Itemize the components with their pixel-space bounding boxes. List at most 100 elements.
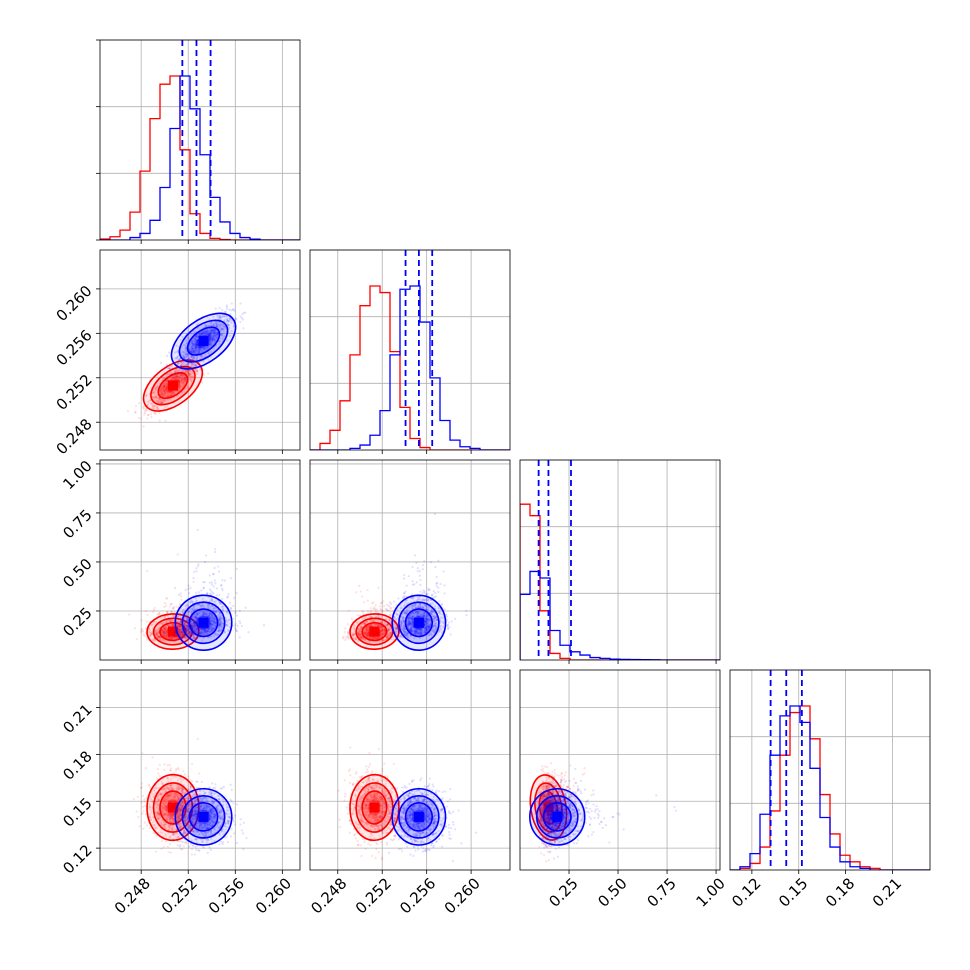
- scatter-point: [186, 628, 189, 631]
- scatter-point: [187, 587, 190, 591]
- scatter-point: [209, 328, 212, 331]
- scatter-point: [182, 382, 185, 385]
- density-peak: [167, 380, 178, 391]
- scatter-point: [176, 374, 179, 378]
- scatter-point: [175, 605, 178, 608]
- scatter-point: [169, 620, 172, 623]
- scatter-point: [166, 624, 170, 627]
- scatter-point: [207, 324, 211, 327]
- scatter-point: [159, 387, 162, 390]
- scatter-point: [196, 333, 199, 337]
- scatter-point: [210, 330, 213, 333]
- scatter-point: [199, 332, 202, 335]
- scatter-point: [161, 398, 164, 401]
- scatter-point: [192, 339, 195, 342]
- scatter-point: [188, 632, 191, 635]
- scatter-point: [193, 343, 196, 346]
- scatter-point: [176, 553, 179, 556]
- scatter-point: [197, 346, 200, 349]
- scatter-point: [236, 624, 239, 627]
- scatter-point: [160, 390, 163, 393]
- scatter-point: [188, 628, 191, 631]
- scatter-point: [228, 317, 231, 320]
- scatter-point: [240, 624, 244, 628]
- scatter-point: [218, 629, 221, 632]
- scatter-point: [147, 413, 150, 417]
- scatter-point: [207, 346, 210, 349]
- scatter-point: [155, 631, 158, 634]
- scatter-point: [215, 323, 218, 326]
- scatter-point: [174, 586, 177, 589]
- scatter-point: [198, 632, 202, 635]
- scatter-point: [209, 628, 213, 631]
- scatter-point: [165, 386, 168, 390]
- scatter-point: [218, 340, 221, 343]
- scatter-point: [204, 631, 207, 635]
- scatter-point: [163, 384, 166, 387]
- scatter-point: [184, 388, 187, 391]
- scatter-point: [194, 345, 197, 349]
- scatter-point: [210, 615, 213, 618]
- scatter-point: [196, 345, 199, 349]
- scatter-point: [165, 383, 168, 386]
- scatter-point: [160, 393, 163, 396]
- scatter-point: [200, 348, 203, 352]
- scatter-point: [208, 623, 211, 626]
- scatter-point: [208, 619, 211, 623]
- scatter-point: [210, 597, 213, 600]
- scatter-point: [180, 627, 183, 630]
- scatter-point: [195, 369, 198, 373]
- scatter-point: [150, 631, 153, 634]
- scatter-point: [226, 319, 229, 322]
- scatter-point: [178, 376, 182, 379]
- scatter-point: [186, 352, 189, 356]
- scatter-point: [164, 386, 167, 389]
- scatter-point: [205, 325, 208, 328]
- scatter-point: [433, 591, 437, 595]
- scatter-point: [219, 628, 222, 631]
- scatter-point: [162, 633, 165, 636]
- scatter-point: [208, 334, 211, 338]
- scatter-point: [198, 349, 201, 353]
- scatter-point: [181, 630, 184, 633]
- scatter-point: [162, 631, 165, 635]
- scatter-point: [190, 619, 193, 622]
- scatter-point: [192, 362, 196, 365]
- scatter-point: [178, 633, 182, 636]
- scatter-point: [171, 619, 174, 622]
- scatter-point: [178, 389, 181, 392]
- scatter-point: [163, 388, 166, 391]
- scatter-point: [178, 628, 182, 631]
- scatter-point: [203, 347, 206, 351]
- scatter-point: [180, 386, 184, 389]
- scatter-point: [213, 338, 216, 341]
- scatter-point: [209, 328, 213, 331]
- scatter-point: [154, 411, 157, 414]
- scatter-point: [215, 332, 218, 336]
- scatter-point: [164, 635, 168, 638]
- scatter-point: [181, 385, 184, 388]
- scatter-point: [234, 624, 237, 627]
- scatter-point: [160, 387, 163, 390]
- scatter-point: [173, 631, 176, 634]
- scatter-point: [201, 332, 204, 335]
- scatter-point: [160, 636, 163, 640]
- scatter-point: [224, 616, 227, 620]
- scatter-point: [164, 393, 167, 396]
- scatter-point: [192, 329, 195, 333]
- scatter-point: [215, 337, 218, 340]
- scatter-point: [190, 364, 194, 367]
- scatter-point: [150, 632, 153, 635]
- scatter-point: [209, 625, 212, 628]
- scatter-point: [195, 358, 198, 361]
- scatter-point: [196, 624, 199, 628]
- scatter-point: [165, 635, 168, 638]
- scatter-point: [166, 373, 169, 376]
- scatter-point: [209, 335, 212, 338]
- scatter-point: [177, 380, 181, 383]
- scatter-point: [163, 630, 166, 633]
- scatter-point: [146, 620, 149, 623]
- scatter-point: [190, 379, 193, 383]
- scatter-point: [170, 636, 173, 639]
- scatter-point: [218, 323, 221, 326]
